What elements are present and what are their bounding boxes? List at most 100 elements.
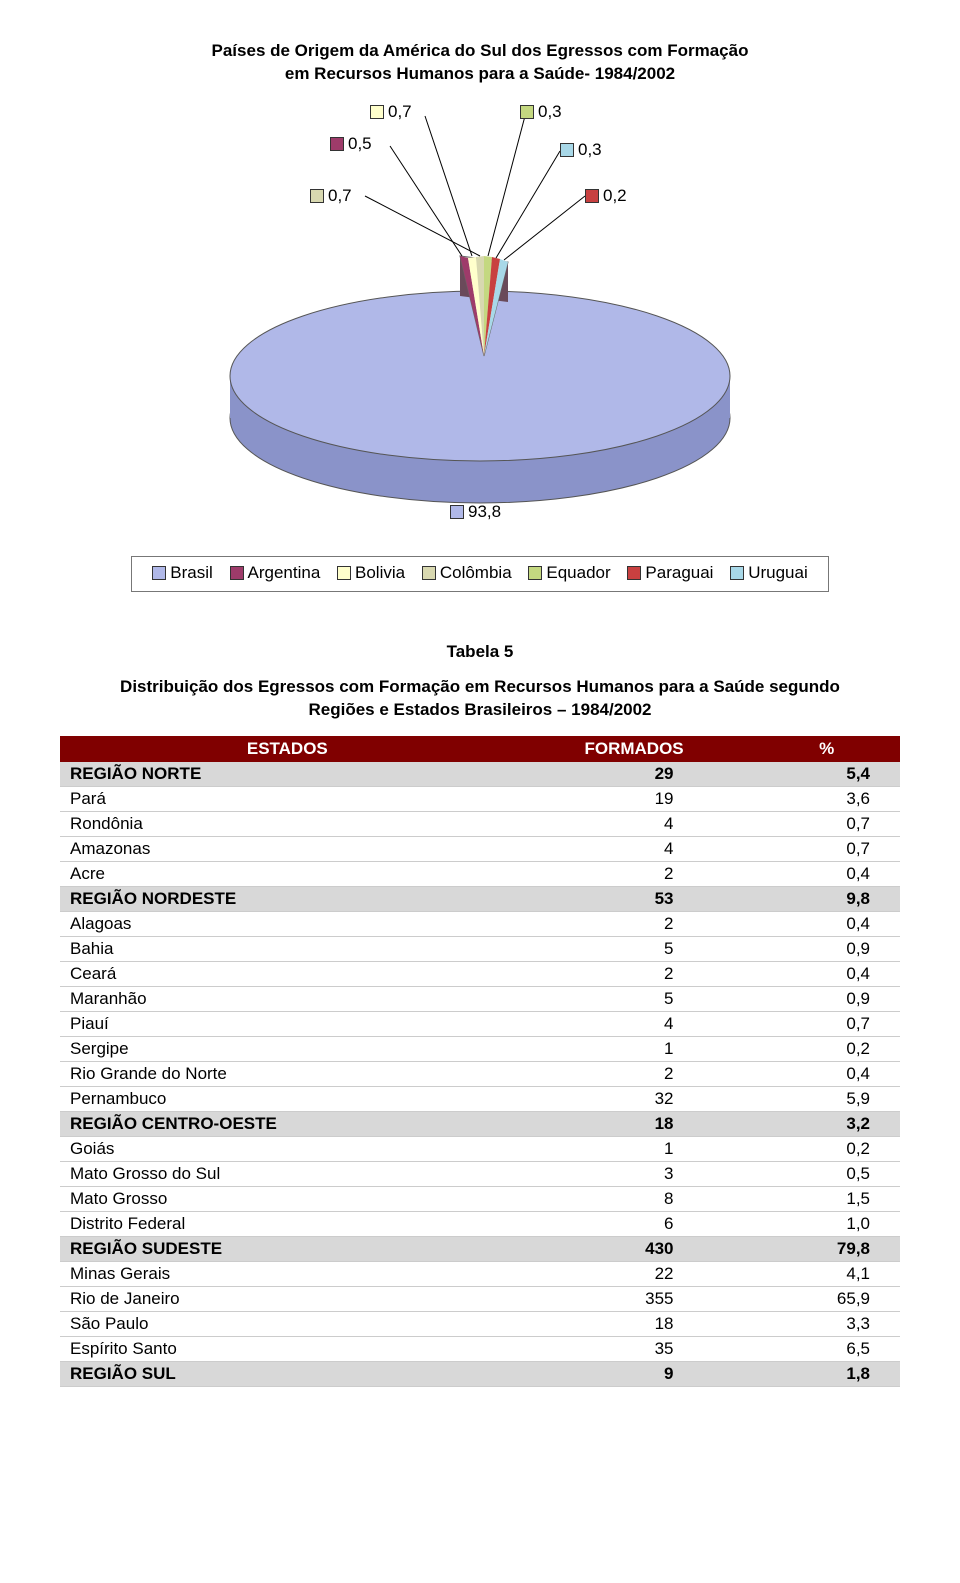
table-cell: 355	[515, 1286, 754, 1311]
table-cell: Mato Grosso	[60, 1186, 515, 1211]
table-row: Rondônia40,7	[60, 811, 900, 836]
table-row: Piauí40,7	[60, 1011, 900, 1036]
table-cell: Goiás	[60, 1136, 515, 1161]
table-cell: 22	[515, 1261, 754, 1286]
table-header-row: ESTADOS FORMADOS %	[60, 736, 900, 762]
table-cell: 0,7	[753, 811, 900, 836]
label-0-2: 0,2	[585, 186, 627, 206]
table-cell: REGIÃO NORTE	[60, 762, 515, 787]
legend-label-0: Brasil	[170, 563, 213, 583]
table-cell: São Paulo	[60, 1311, 515, 1336]
table-row: Pernambuco325,9	[60, 1086, 900, 1111]
table-cell: 0,4	[753, 861, 900, 886]
legend-item: Colômbia	[422, 563, 512, 583]
table-row: Distrito Federal61,0	[60, 1211, 900, 1236]
label-0-3b-text: 0,3	[578, 140, 602, 160]
table-cell: Amazonas	[60, 836, 515, 861]
chart-legend: Brasil Argentina Bolivia Colômbia Equado…	[131, 556, 829, 592]
table-cell: 0,4	[753, 961, 900, 986]
table-cell: 3,2	[753, 1111, 900, 1136]
sw-0-7b	[310, 189, 324, 203]
table-cell: 2	[515, 1061, 754, 1086]
table-cell: 32	[515, 1086, 754, 1111]
table-row: Sergipe10,2	[60, 1036, 900, 1061]
table-cell: REGIÃO CENTRO-OESTE	[60, 1111, 515, 1136]
table-cell: Distrito Federal	[60, 1211, 515, 1236]
table-cell: 3	[515, 1161, 754, 1186]
table-row: Rio de Janeiro35565,9	[60, 1286, 900, 1311]
table-cell: 79,8	[753, 1236, 900, 1261]
th-percent: %	[753, 736, 900, 762]
th-formados: FORMADOS	[515, 736, 754, 762]
legend-sw-2	[337, 566, 351, 580]
label-93-8-text: 93,8	[468, 502, 501, 522]
legend-sw-3	[422, 566, 436, 580]
table-cell: 1	[515, 1136, 754, 1161]
label-0-3a: 0,3	[520, 102, 562, 122]
legend-item: Paraguai	[627, 563, 713, 583]
table-title-line1: Distribuição dos Egressos com Formação e…	[120, 677, 840, 696]
table-row: Amazonas40,7	[60, 836, 900, 861]
table-row: Goiás10,2	[60, 1136, 900, 1161]
table-cell: 0,4	[753, 911, 900, 936]
table-cell: Pará	[60, 786, 515, 811]
table-cell: 0,5	[753, 1161, 900, 1186]
table-cell: 0,9	[753, 986, 900, 1011]
data-table: ESTADOS FORMADOS % REGIÃO NORTE295,4Pará…	[60, 736, 900, 1387]
leader-0-5	[390, 146, 462, 256]
legend-label-2: Bolivia	[355, 563, 405, 583]
pie-svg	[130, 96, 830, 526]
table-row: REGIÃO SUDESTE43079,8	[60, 1236, 900, 1261]
table-cell: 4	[515, 836, 754, 861]
table-cell: Rio Grande do Norte	[60, 1061, 515, 1086]
table-row: REGIÃO CENTRO-OESTE183,2	[60, 1111, 900, 1136]
table-row: Alagoas20,4	[60, 911, 900, 936]
table-cell: 1,5	[753, 1186, 900, 1211]
table-row: Minas Gerais224,1	[60, 1261, 900, 1286]
table-cell: Pernambuco	[60, 1086, 515, 1111]
table-cell: 0,7	[753, 1011, 900, 1036]
table-cell: 53	[515, 886, 754, 911]
label-0-7a-text: 0,7	[388, 102, 412, 122]
legend-item: Brasil	[152, 563, 213, 583]
table-cell: Acre	[60, 861, 515, 886]
table-cell: 1,8	[753, 1361, 900, 1386]
label-0-3b: 0,3	[560, 140, 602, 160]
table-cell: 2	[515, 861, 754, 886]
table-cell: 4	[515, 811, 754, 836]
table-cell: 4,1	[753, 1261, 900, 1286]
label-0-2-text: 0,2	[603, 186, 627, 206]
legend-item: Uruguai	[730, 563, 808, 583]
table-cell: Mato Grosso do Sul	[60, 1161, 515, 1186]
legend-label-4: Equador	[546, 563, 610, 583]
table-row: Maranhão50,9	[60, 986, 900, 1011]
legend-sw-5	[627, 566, 641, 580]
leader-0-2	[504, 196, 585, 260]
table-cell: Ceará	[60, 961, 515, 986]
table-cell: 2	[515, 961, 754, 986]
legend-label-5: Paraguai	[645, 563, 713, 583]
table-cell: Minas Gerais	[60, 1261, 515, 1286]
label-0-5-text: 0,5	[348, 134, 372, 154]
label-0-7a: 0,7	[370, 102, 412, 122]
table-cell: 430	[515, 1236, 754, 1261]
label-93-8: 93,8	[450, 502, 501, 522]
table-cell: REGIÃO SUL	[60, 1361, 515, 1386]
table-cell: Bahia	[60, 936, 515, 961]
table-cell: REGIÃO SUDESTE	[60, 1236, 515, 1261]
table-row: Mato Grosso81,5	[60, 1186, 900, 1211]
table-cell: 5,9	[753, 1086, 900, 1111]
label-0-5: 0,5	[330, 134, 372, 154]
sw-0-3a	[520, 105, 534, 119]
leader-0-3a	[488, 116, 525, 256]
table-cell: 0,7	[753, 836, 900, 861]
table-cell: Maranhão	[60, 986, 515, 1011]
table-row: Acre20,4	[60, 861, 900, 886]
table-cell: Alagoas	[60, 911, 515, 936]
sw-0-2	[585, 189, 599, 203]
label-0-3a-text: 0,3	[538, 102, 562, 122]
table-cell: 0,4	[753, 1061, 900, 1086]
legend-sw-4	[528, 566, 542, 580]
table-row: Pará193,6	[60, 786, 900, 811]
sw-0-5	[330, 137, 344, 151]
